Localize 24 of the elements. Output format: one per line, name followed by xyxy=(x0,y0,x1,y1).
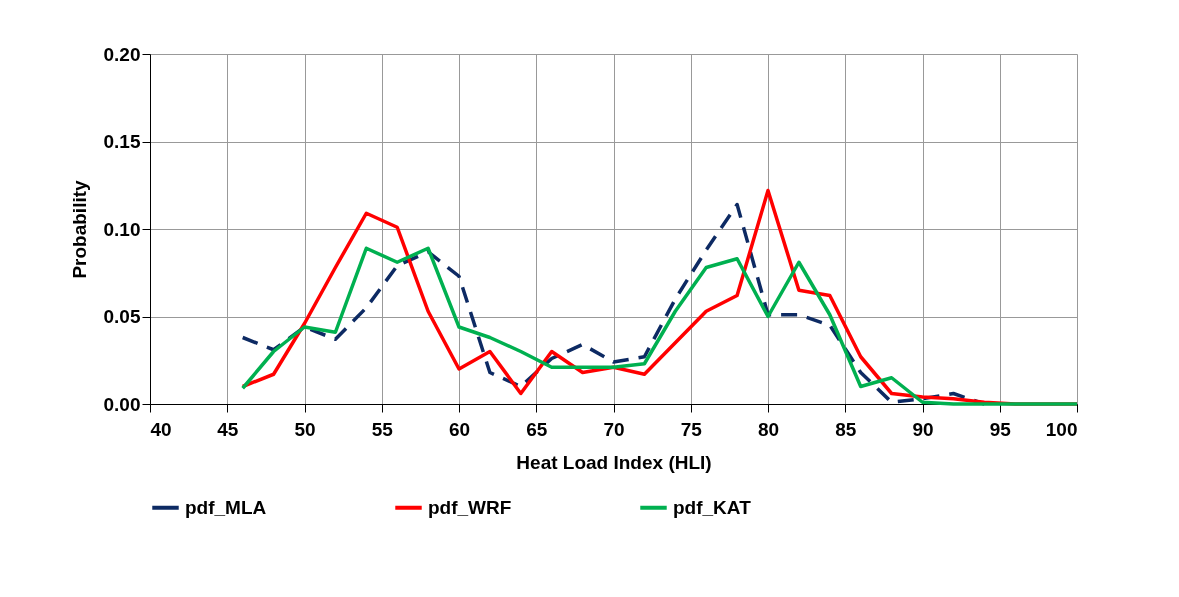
x-tick-label: 90 xyxy=(912,418,934,440)
y-tick-label: 0.20 xyxy=(103,43,141,65)
x-tick-label: 40 xyxy=(150,418,172,440)
legend-label: pdf_WRF xyxy=(428,496,512,518)
x-tick-label: 85 xyxy=(835,418,857,440)
line-series xyxy=(240,246,1079,406)
x-tick-label: 55 xyxy=(371,418,394,440)
x-tick-label: 45 xyxy=(217,418,239,440)
y-tick-label: 0.10 xyxy=(103,218,141,240)
y-tick-label: 0.05 xyxy=(103,306,141,327)
legend-label: pdf_MLA xyxy=(185,496,267,518)
x-tick-label: 75 xyxy=(680,418,703,440)
x-tick-label: 50 xyxy=(294,418,316,440)
y-axis-title: Probability xyxy=(68,179,90,279)
x-tick-label: 95 xyxy=(989,418,1012,440)
x-tick-label: 100 xyxy=(1045,418,1078,440)
y-tick-label: 0.00 xyxy=(103,393,141,415)
x-axis-title: Heat Load Index (HLI) xyxy=(516,451,712,473)
y-tick-label: 0.15 xyxy=(103,131,141,152)
legend-label: pdf_KAT xyxy=(673,496,752,518)
x-tick-label: 65 xyxy=(526,418,548,440)
x-tick-label: 80 xyxy=(757,418,780,440)
x-tick-label: 60 xyxy=(448,418,471,440)
x-tick-label: 70 xyxy=(603,418,625,440)
